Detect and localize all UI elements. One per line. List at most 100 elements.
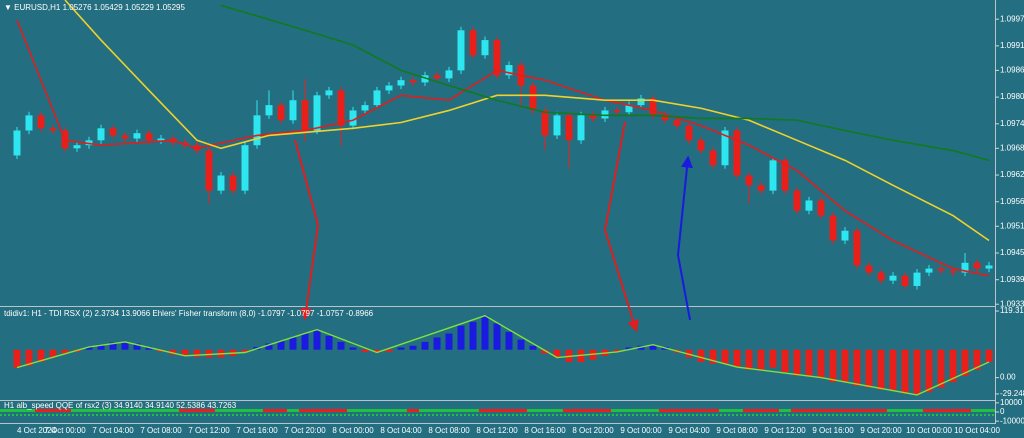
candle-body — [877, 272, 885, 281]
histogram-bar — [169, 349, 177, 355]
candle-body — [781, 160, 789, 191]
y-tick-label: 1.09740 — [1000, 119, 1024, 128]
candle-body — [961, 262, 969, 273]
moving-average — [220, 4, 990, 162]
y-tick-label: 1.09450 — [1000, 248, 1024, 257]
y-tick-label: 1.09335 — [1000, 299, 1024, 308]
histogram-bar — [757, 349, 765, 370]
histogram-bar — [925, 349, 933, 393]
histogram-bar — [877, 349, 885, 390]
x-tick-label: 8 Oct 20:00 — [572, 426, 614, 435]
histogram-bar — [385, 349, 393, 352]
qqe-segment — [923, 409, 971, 412]
candle-body — [121, 135, 129, 139]
signal-line — [16, 314, 990, 396]
candle-body — [661, 115, 669, 121]
candle-body — [325, 90, 333, 96]
candle-body — [25, 115, 33, 131]
candle-body — [757, 185, 765, 191]
plot-layer — [0, 0, 995, 416]
candle-body — [733, 130, 741, 176]
candle-body — [313, 95, 321, 131]
y-tick-label: 1.09510 — [1000, 221, 1024, 230]
x-tick-label: 9 Oct 08:00 — [716, 426, 758, 435]
qqe-segment — [407, 409, 419, 412]
histogram-bar — [61, 349, 69, 354]
histogram-bar — [109, 342, 117, 350]
candle-body — [73, 145, 81, 149]
candle-body — [493, 40, 501, 76]
candle-body — [601, 110, 609, 119]
histogram-bar — [781, 349, 789, 373]
candle-body — [745, 175, 753, 186]
histogram-bar — [409, 345, 417, 350]
candle-body — [529, 85, 537, 111]
histogram-bar — [373, 349, 381, 353]
candle-body — [445, 70, 453, 79]
histogram-bar — [97, 344, 105, 350]
moving-average — [16, 19, 990, 277]
main-title: ▼ EURUSD,H1 1.05276 1.05429 1.05229 1.05… — [4, 3, 185, 12]
histogram-bar — [613, 349, 621, 352]
candle-body — [805, 200, 813, 211]
histogram-bar — [769, 349, 777, 368]
histogram-bar — [445, 333, 453, 350]
histogram-bar — [889, 349, 897, 390]
y-tick-label: 1.09625 — [1000, 170, 1024, 179]
qqe-segment — [791, 409, 887, 412]
x-tick-label: 7 Oct 20:00 — [284, 426, 326, 435]
histogram-bar — [805, 349, 813, 376]
candle-body — [973, 262, 981, 269]
y-tick-label: 0 — [1000, 407, 1005, 416]
candle-body — [265, 105, 273, 116]
candle-body — [229, 175, 237, 191]
candle-body — [625, 105, 633, 113]
candle-body — [553, 115, 561, 136]
candle-body — [205, 150, 213, 191]
histogram-bar — [913, 349, 921, 395]
histogram-bar — [289, 337, 297, 350]
candle-body — [889, 275, 897, 281]
candle-body — [949, 270, 957, 273]
histogram-bar — [985, 349, 993, 362]
candle-body — [673, 120, 681, 126]
moving-average — [64, 0, 990, 242]
qqe-segment — [743, 409, 779, 412]
candle-body — [697, 140, 705, 151]
qqe-segment — [179, 409, 215, 412]
histogram-bar — [25, 349, 33, 366]
indicator-title: H1 alb_speed QQE of rsx2 (3) 34.9140 34.… — [4, 401, 237, 410]
histogram-bar — [301, 333, 309, 350]
histogram-bar — [37, 349, 45, 362]
candle-body — [13, 130, 21, 156]
histogram-bar — [205, 349, 213, 358]
histogram-bar — [361, 349, 369, 352]
x-tick-label: 7 Oct 16:00 — [236, 426, 278, 435]
candle-body — [469, 30, 477, 56]
candle-body — [793, 190, 801, 211]
candle-body — [373, 90, 381, 106]
y-tick-label: -10000 — [1000, 416, 1024, 425]
indicator-title: tdidiv1: H1 - TDI RSX (2) 2.3734 13.9066… — [4, 309, 374, 318]
histogram-bar — [853, 349, 861, 386]
histogram-bar — [709, 349, 717, 364]
candle-body — [337, 90, 345, 126]
histogram-bar — [901, 349, 909, 394]
candle-body — [457, 30, 465, 71]
candle-body — [685, 125, 693, 141]
x-tick-label: 9 Oct 00:00 — [620, 426, 662, 435]
histogram-bar — [733, 349, 741, 368]
x-tick-label: 9 Oct 04:00 — [668, 426, 710, 435]
candle-body — [769, 160, 777, 191]
candle-body — [901, 275, 909, 286]
histogram-bar — [793, 349, 801, 376]
candle-body — [301, 100, 309, 131]
candle-body — [157, 138, 165, 141]
histogram-bar — [961, 349, 969, 376]
candle-body — [145, 133, 153, 141]
candle-body — [409, 80, 417, 83]
histogram-bar — [493, 323, 501, 350]
histogram-bar — [133, 343, 141, 350]
candle-body — [217, 175, 225, 191]
